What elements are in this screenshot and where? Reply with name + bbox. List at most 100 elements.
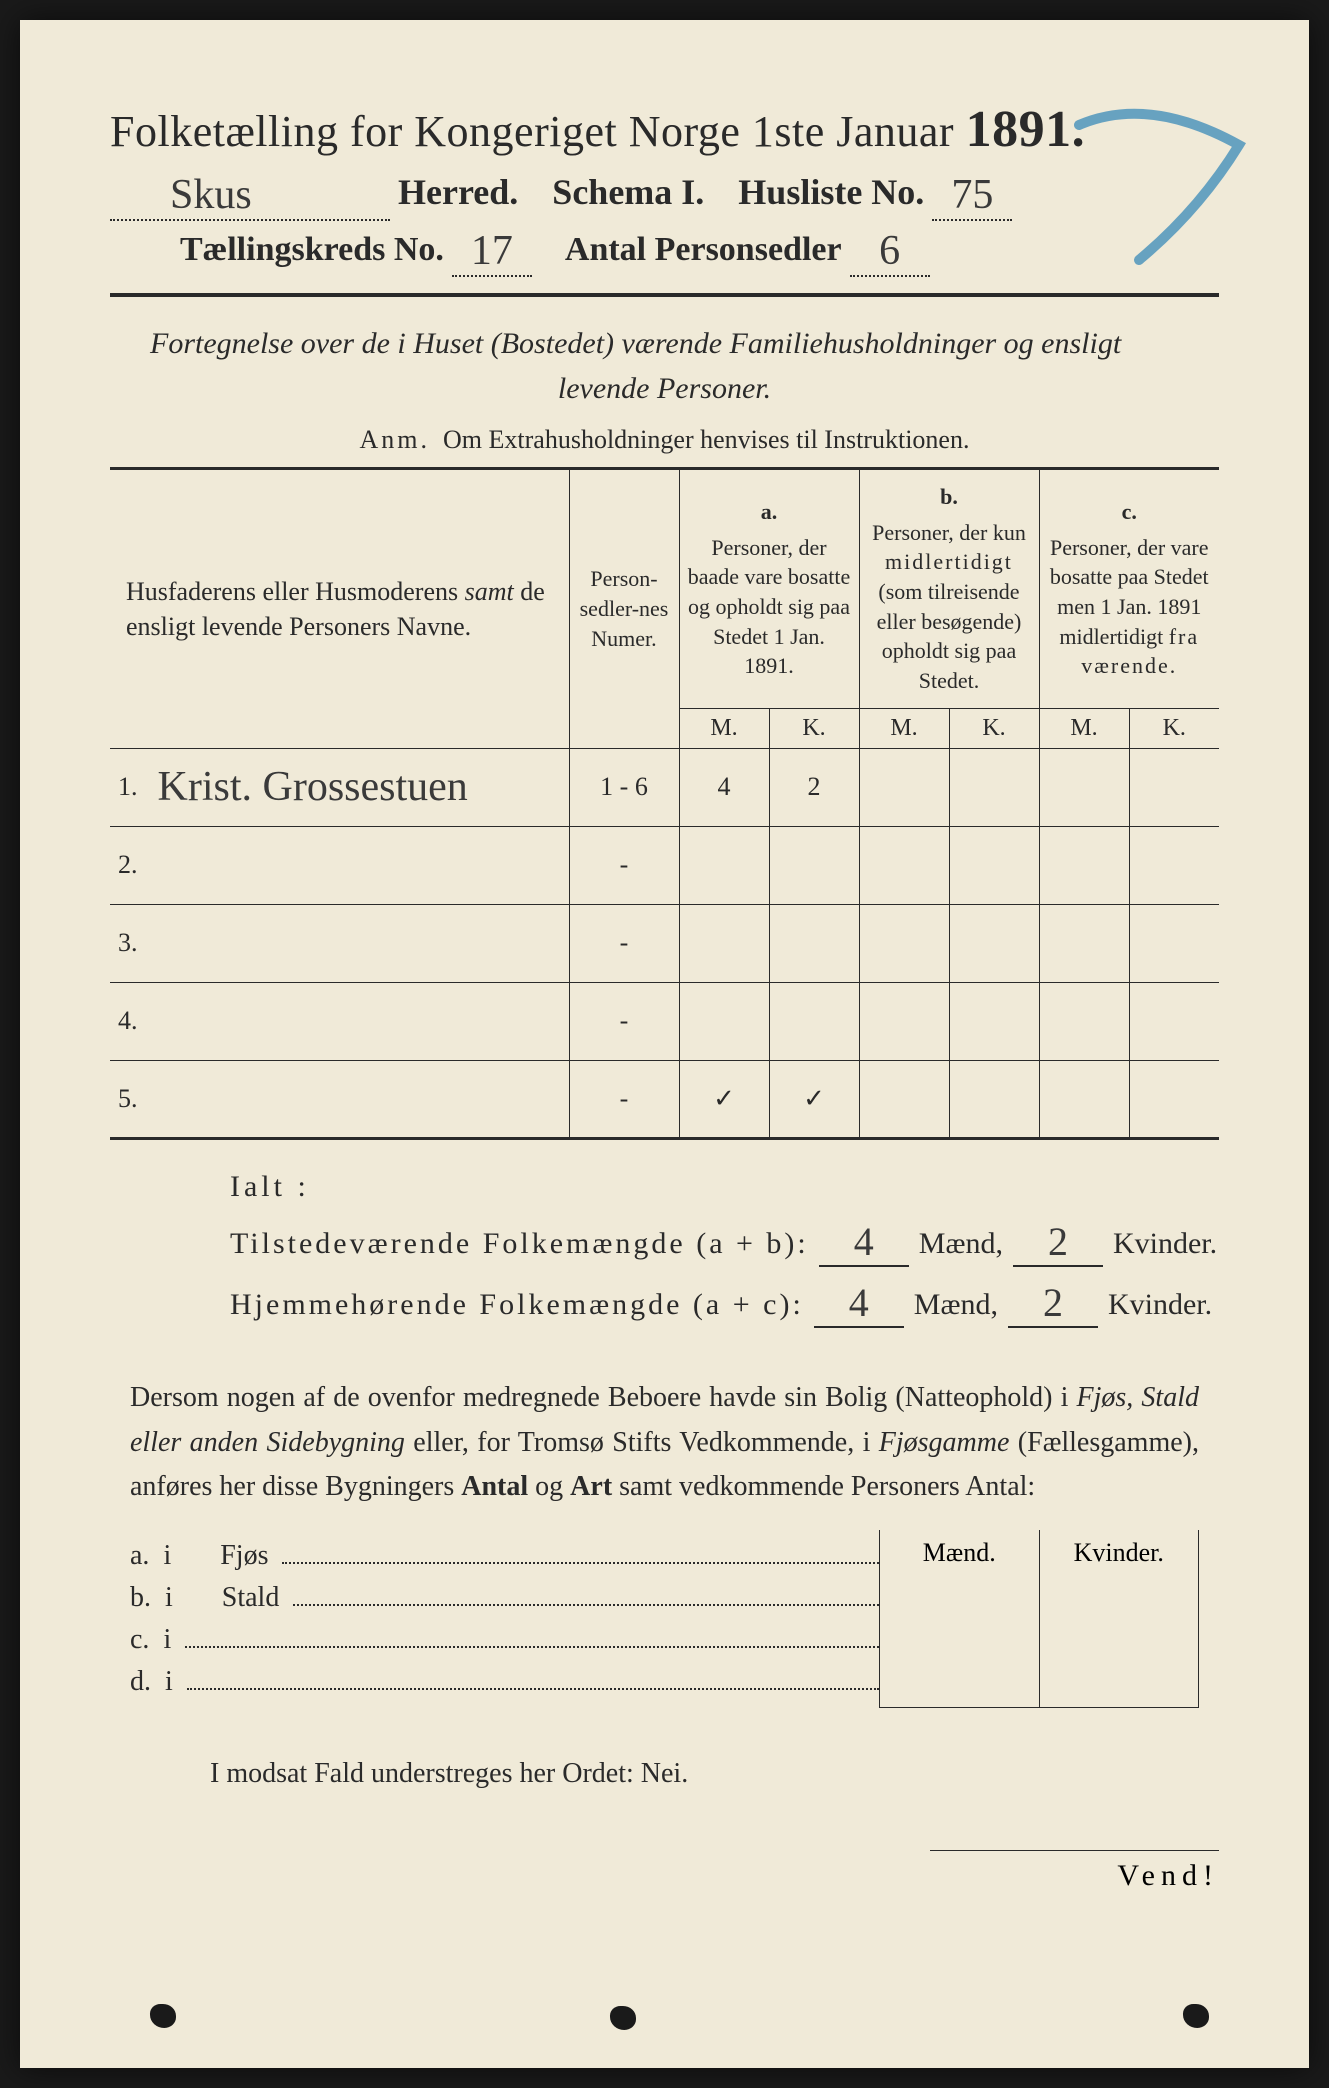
cell-b-m xyxy=(859,982,949,1060)
cell-c-k xyxy=(1129,1060,1219,1138)
cell-a-k: ✓ xyxy=(769,1060,859,1138)
ink-blot xyxy=(150,2004,176,2028)
col-header-a: a. Personer, der baade vare bosatte og o… xyxy=(679,469,859,709)
cell-b-m xyxy=(859,1060,949,1138)
householder-name xyxy=(148,1060,570,1138)
side-building-list: a. i Fjøs b. i Stald c. i d. i xyxy=(130,1530,879,1708)
cell-b-k xyxy=(949,748,1039,826)
row-number: 5. xyxy=(110,1060,148,1138)
sum-ac-m: 4 xyxy=(814,1279,904,1328)
herred-name-field: Skus xyxy=(110,171,390,221)
cell-a-k: 2 xyxy=(769,748,859,826)
cell-c-m xyxy=(1039,982,1129,1060)
dotted-fill xyxy=(187,1668,879,1690)
sedler-range: - xyxy=(569,1060,679,1138)
side-building-paragraph: Dersom nogen af de ovenfor medregnede Be… xyxy=(130,1376,1199,1510)
sedler-range: - xyxy=(569,826,679,904)
cell-b-k xyxy=(949,826,1039,904)
col-a-m: M. xyxy=(679,708,769,748)
col-header-names: Husfaderens eller Husmode​rens samt de e… xyxy=(110,469,569,749)
sum-line-ab: Tilstedeværende Folkemængde (a + b): 4 M… xyxy=(230,1216,1219,1265)
husliste-label: Husliste No. xyxy=(738,171,924,213)
sedler-range: - xyxy=(569,904,679,982)
household-table: Husfaderens eller Husmode​rens samt de e… xyxy=(110,467,1219,1140)
sedler-range: - xyxy=(569,982,679,1060)
rule-thick-1 xyxy=(110,293,1219,297)
table-row: 3. - xyxy=(110,904,1219,982)
title-prefix: Folketælling for Kongeriget Norge 1ste J… xyxy=(110,107,954,156)
form-title: Folketælling for Kongeriget Norge 1ste J… xyxy=(110,100,1219,159)
cell-b-k xyxy=(949,982,1039,1060)
table-row: 1. Krist. Grossestuen 1 - 6 4 2 xyxy=(110,748,1219,826)
householder-name xyxy=(148,982,570,1060)
nei-line: I modsat Fald understreges her Ordet: Ne… xyxy=(210,1758,1199,1790)
totals-block: Ialt : Tilstedeværende Folkemængde (a + … xyxy=(230,1170,1219,1326)
cell-a-m xyxy=(679,904,769,982)
col-header-b: b. Personer, der kun midler​tidigt (som … xyxy=(859,469,1039,709)
personsedler-label: Antal Personsedler xyxy=(565,231,842,269)
side-mk-box: Mænd. Kvinder. xyxy=(879,1530,1199,1708)
ink-blot xyxy=(1183,2004,1209,2028)
header-line-3: Tællingskreds No. 17 Antal Personsedler … xyxy=(180,223,1219,273)
cell-a-m xyxy=(679,982,769,1060)
cell-a-m xyxy=(679,826,769,904)
cell-a-k xyxy=(769,904,859,982)
kreds-no-field: 17 xyxy=(452,227,532,277)
cell-b-m xyxy=(859,826,949,904)
personsedler-no-field: 6 xyxy=(850,227,930,277)
col-c-m: M. xyxy=(1039,708,1129,748)
schema-label: Schema I. xyxy=(552,171,704,213)
householder-name xyxy=(148,904,570,982)
vend-label: Vend! xyxy=(930,1850,1219,1893)
census-form-page: Folketælling for Kongeriget Norge 1ste J… xyxy=(20,20,1309,2068)
ialt-label: Ialt : xyxy=(230,1170,1219,1204)
cell-b-k xyxy=(949,904,1039,982)
anm-prefix: Anm. xyxy=(360,425,431,454)
sum-ab-m: 4 xyxy=(819,1218,909,1267)
husliste-no-field: 75 xyxy=(932,171,1012,221)
col-b-k: K. xyxy=(949,708,1039,748)
cell-a-m: 4 xyxy=(679,748,769,826)
sum-line-ac: Hjemmehørende Folkemængde (a + c): 4 Mæn… xyxy=(230,1277,1219,1326)
sum-ac-k: 2 xyxy=(1008,1279,1098,1328)
cell-c-m xyxy=(1039,904,1129,982)
side-row-d: d. i xyxy=(130,1666,879,1698)
maend-label: Mænd, xyxy=(919,1227,1003,1261)
col-header-sedler: Person-sedler-nes Numer. xyxy=(569,469,679,749)
cell-c-m xyxy=(1039,748,1129,826)
cell-a-m: ✓ xyxy=(679,1060,769,1138)
sum-ab-label: Tilstedeværende Folkemængde (a + b): xyxy=(230,1227,809,1261)
side-col-maend: Mænd. xyxy=(880,1530,1040,1707)
cell-c-k xyxy=(1129,748,1219,826)
row-number: 1. xyxy=(110,748,148,826)
col-a-k: K. xyxy=(769,708,859,748)
title-year: 1891. xyxy=(966,101,1086,158)
sum-ab-k: 2 xyxy=(1013,1218,1103,1267)
householder-name xyxy=(148,826,570,904)
cell-b-m xyxy=(859,748,949,826)
dotted-fill xyxy=(282,1542,879,1564)
cell-c-m xyxy=(1039,1060,1129,1138)
cell-c-k xyxy=(1129,982,1219,1060)
row-number: 3. xyxy=(110,904,148,982)
sum-ac-label: Hjemmehørende Folkemængde (a + c): xyxy=(230,1288,804,1322)
kvinder-label: Kvinder. xyxy=(1108,1288,1212,1322)
form-subtitle: Fortegnelse over de i Huset (Bostedet) v… xyxy=(150,321,1179,411)
col-b-m: M. xyxy=(859,708,949,748)
cell-c-k xyxy=(1129,904,1219,982)
col-c-k: K. xyxy=(1129,708,1219,748)
table-row: 5. - ✓ ✓ xyxy=(110,1060,1219,1138)
maend-label: Mænd, xyxy=(914,1288,998,1322)
cell-b-k xyxy=(949,1060,1039,1138)
anm-note: Anm. Om Extrahusholdninger henvises til … xyxy=(110,425,1219,455)
anm-text: Om Extrahusholdninger henvises til Instr… xyxy=(443,425,969,454)
subtitle-line1: Fortegnelse over de i Huset (Bostedet) v… xyxy=(150,327,1121,360)
sedler-range: 1 - 6 xyxy=(569,748,679,826)
side-row-b: b. i Stald xyxy=(130,1582,879,1614)
row-number: 4. xyxy=(110,982,148,1060)
cell-a-k xyxy=(769,982,859,1060)
cell-c-k xyxy=(1129,826,1219,904)
side-row-a: a. i Fjøs xyxy=(130,1540,879,1572)
kreds-label: Tællingskreds No. xyxy=(180,231,444,269)
cell-b-m xyxy=(859,904,949,982)
